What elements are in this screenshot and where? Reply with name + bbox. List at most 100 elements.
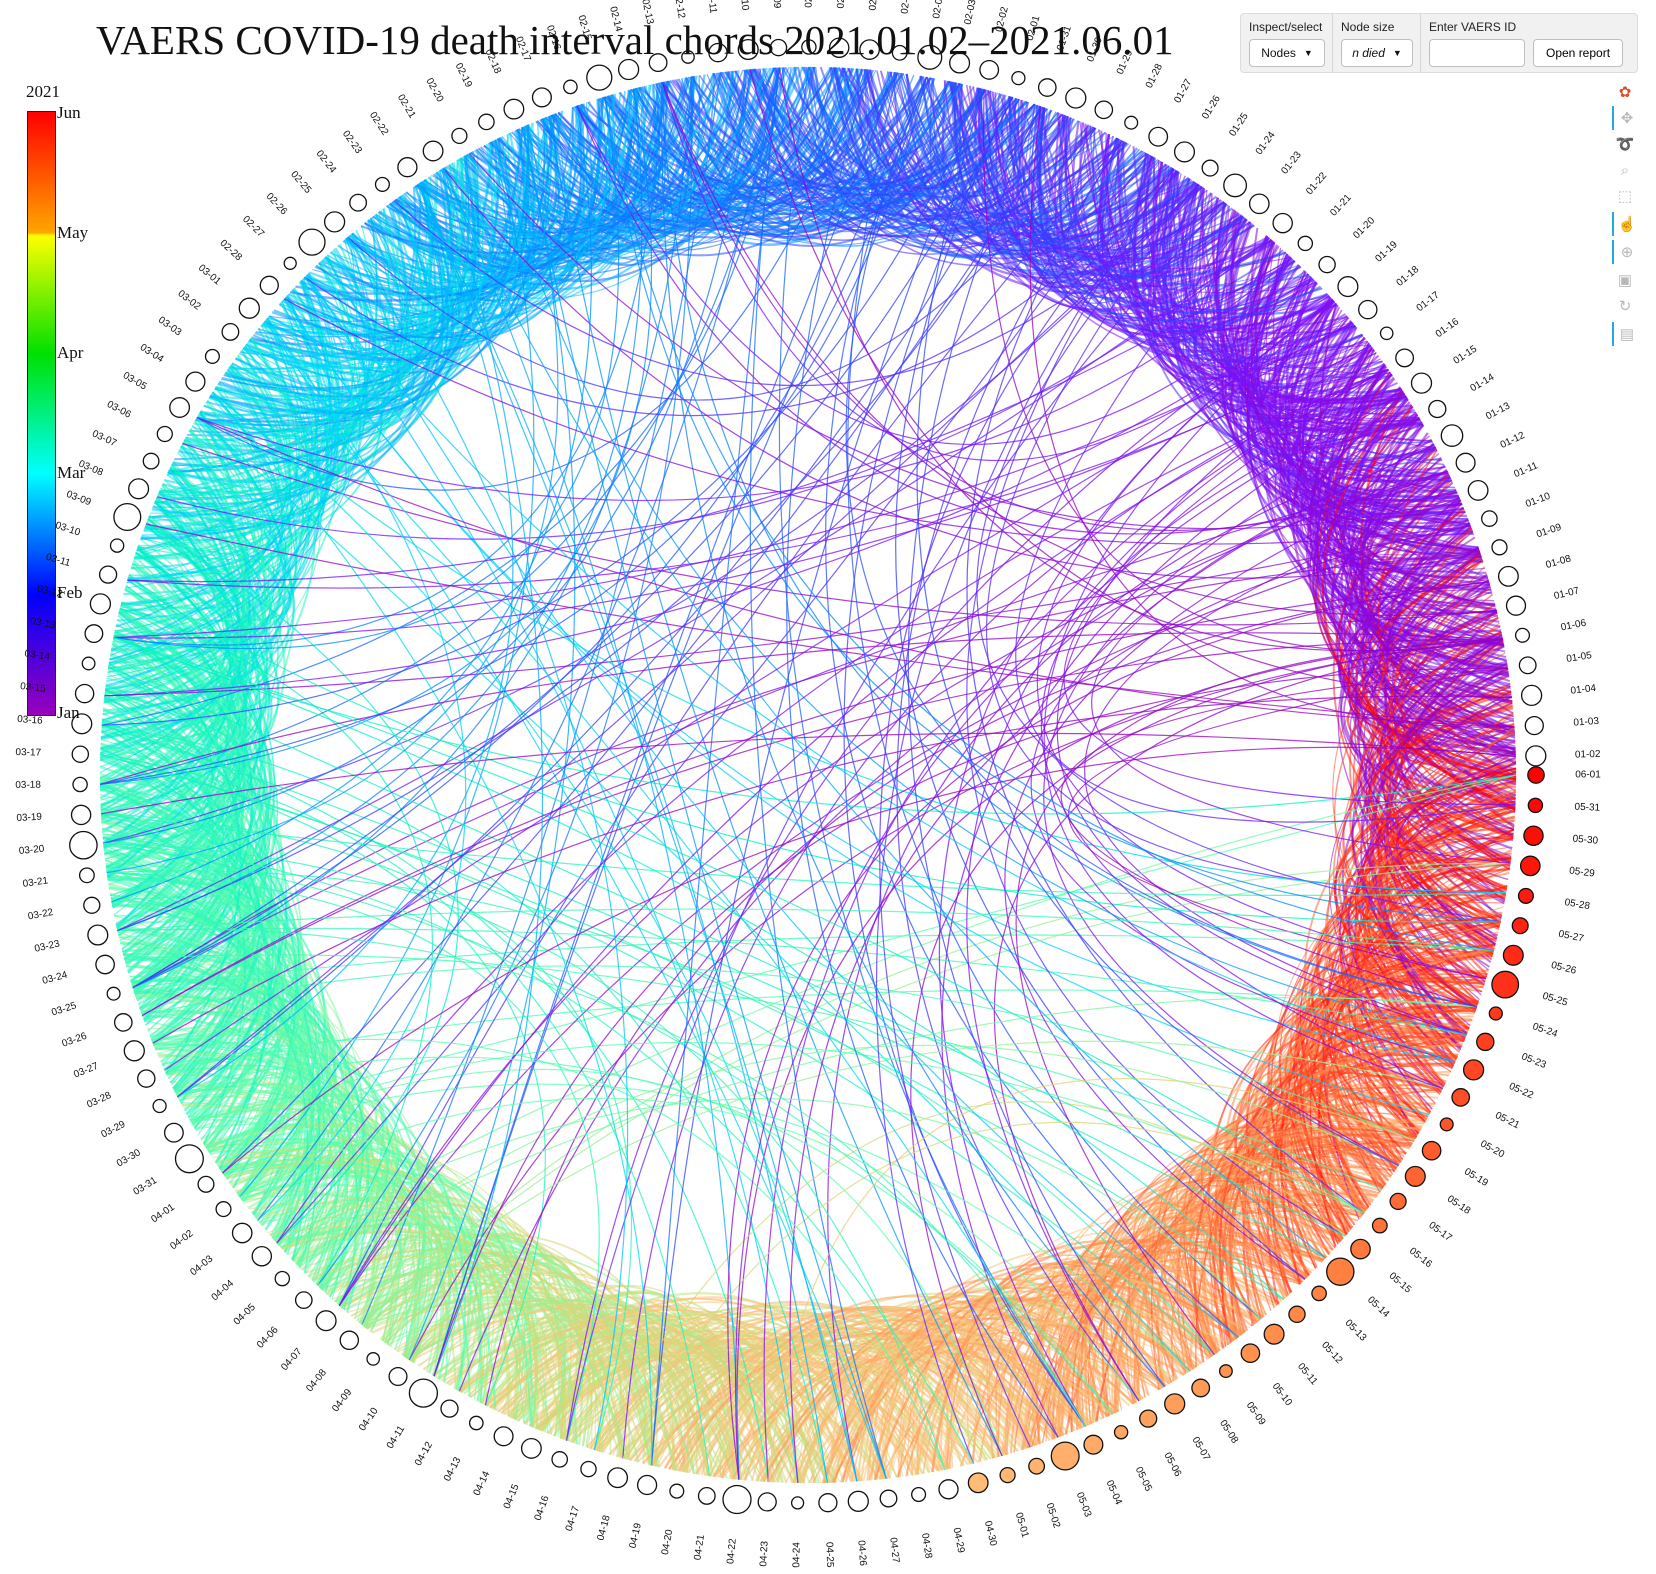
date-node[interactable]	[123, 1040, 145, 1062]
date-node[interactable]	[1164, 1393, 1186, 1415]
date-node[interactable]	[669, 1483, 685, 1499]
date-node[interactable]	[1050, 1441, 1080, 1471]
date-node[interactable]	[1113, 1424, 1129, 1440]
date-node[interactable]	[757, 1492, 777, 1512]
date-node[interactable]	[71, 713, 93, 735]
date-node[interactable]	[323, 211, 346, 233]
date-node[interactable]	[339, 1330, 360, 1351]
date-node[interactable]	[1481, 510, 1498, 527]
date-node[interactable]	[152, 1098, 167, 1114]
date-node[interactable]	[1223, 173, 1248, 198]
date-node[interactable]	[1318, 255, 1336, 274]
date-node[interactable]	[1191, 1378, 1211, 1398]
date-node[interactable]	[185, 371, 206, 392]
date-node[interactable]	[106, 986, 121, 1001]
date-node[interactable]	[1527, 766, 1545, 784]
date-node[interactable]	[520, 1437, 542, 1459]
date-node[interactable]	[1201, 159, 1219, 177]
date-node[interactable]	[1491, 539, 1508, 556]
date-node[interactable]	[586, 64, 613, 91]
date-node[interactable]	[1371, 1217, 1388, 1234]
date-node[interactable]	[1326, 1257, 1355, 1286]
date-node[interactable]	[113, 1013, 133, 1032]
date-node[interactable]	[1065, 87, 1087, 109]
vaers-id-input[interactable]	[1429, 39, 1525, 67]
date-node[interactable]	[1011, 70, 1026, 86]
date-node[interactable]	[503, 98, 525, 120]
date-node[interactable]	[215, 1201, 232, 1218]
date-node[interactable]	[259, 275, 279, 295]
reset-icon[interactable]: ↻	[1618, 298, 1632, 315]
date-node[interactable]	[468, 1415, 484, 1431]
date-node[interactable]	[451, 127, 468, 145]
date-node[interactable]	[238, 297, 260, 319]
date-node[interactable]	[72, 776, 88, 793]
date-node[interactable]	[531, 87, 552, 108]
date-node[interactable]	[109, 538, 125, 553]
date-node[interactable]	[1083, 1434, 1104, 1455]
date-node[interactable]	[1525, 745, 1547, 767]
date-node[interactable]	[69, 830, 98, 860]
date-node[interactable]	[231, 1222, 253, 1244]
date-node[interactable]	[891, 44, 908, 61]
date-node[interactable]	[1476, 1032, 1495, 1052]
date-node[interactable]	[95, 954, 115, 975]
date-node[interactable]	[1297, 235, 1314, 252]
date-node[interactable]	[769, 38, 788, 57]
date-node[interactable]	[87, 924, 109, 946]
tap-icon[interactable]: ☝	[1612, 212, 1640, 236]
box-select-icon[interactable]: ⬚	[1617, 188, 1633, 205]
date-node[interactable]	[790, 1496, 805, 1510]
date-node[interactable]	[1240, 1343, 1261, 1364]
date-node[interactable]	[828, 37, 850, 58]
date-node[interactable]	[493, 1426, 514, 1447]
date-node[interactable]	[1462, 1059, 1485, 1081]
date-node[interactable]	[397, 157, 418, 178]
date-node[interactable]	[1410, 372, 1433, 394]
date-node[interactable]	[879, 1489, 898, 1508]
date-node[interactable]	[708, 42, 728, 63]
date-node[interactable]	[911, 1486, 927, 1503]
date-node[interactable]	[440, 1399, 459, 1418]
date-node[interactable]	[89, 593, 112, 615]
date-node[interactable]	[388, 1366, 408, 1387]
date-node[interactable]	[938, 1479, 959, 1500]
date-node[interactable]	[315, 1310, 337, 1332]
date-node[interactable]	[221, 322, 240, 341]
date-node[interactable]	[298, 228, 326, 256]
date-node[interactable]	[81, 656, 96, 671]
date-node[interactable]	[1488, 1006, 1503, 1021]
date-node[interactable]	[967, 1472, 989, 1494]
date-node[interactable]	[137, 1069, 156, 1088]
date-node[interactable]	[1421, 1140, 1442, 1161]
date-node[interactable]	[999, 1466, 1016, 1484]
date-node[interactable]	[859, 39, 880, 60]
date-node[interactable]	[1358, 299, 1378, 320]
date-node[interactable]	[737, 38, 759, 61]
date-node[interactable]	[1428, 399, 1447, 419]
date-node[interactable]	[801, 39, 817, 55]
date-node[interactable]	[681, 50, 695, 64]
date-node[interactable]	[1451, 1088, 1471, 1107]
date-node[interactable]	[607, 1467, 629, 1489]
date-node[interactable]	[174, 1144, 204, 1174]
date-node[interactable]	[949, 52, 971, 74]
date-node[interactable]	[71, 745, 90, 763]
date-node[interactable]	[349, 193, 368, 212]
save-icon[interactable]: ▣	[1617, 272, 1633, 289]
date-node[interactable]	[197, 1175, 215, 1193]
date-node[interactable]	[1148, 126, 1169, 147]
date-node[interactable]	[1524, 715, 1544, 736]
date-node[interactable]	[478, 113, 495, 131]
inspect-select-dropdown[interactable]: Nodes ▼	[1249, 39, 1325, 67]
date-node[interactable]	[366, 1352, 381, 1366]
date-node[interactable]	[847, 1490, 869, 1512]
date-node[interactable]	[156, 425, 173, 443]
date-node[interactable]	[617, 58, 640, 81]
date-node[interactable]	[169, 397, 191, 418]
date-node[interactable]	[1288, 1305, 1306, 1324]
date-node[interactable]	[1440, 424, 1464, 447]
date-node[interactable]	[1519, 855, 1541, 877]
date-node[interactable]	[1395, 348, 1415, 368]
date-node[interactable]	[70, 804, 92, 826]
